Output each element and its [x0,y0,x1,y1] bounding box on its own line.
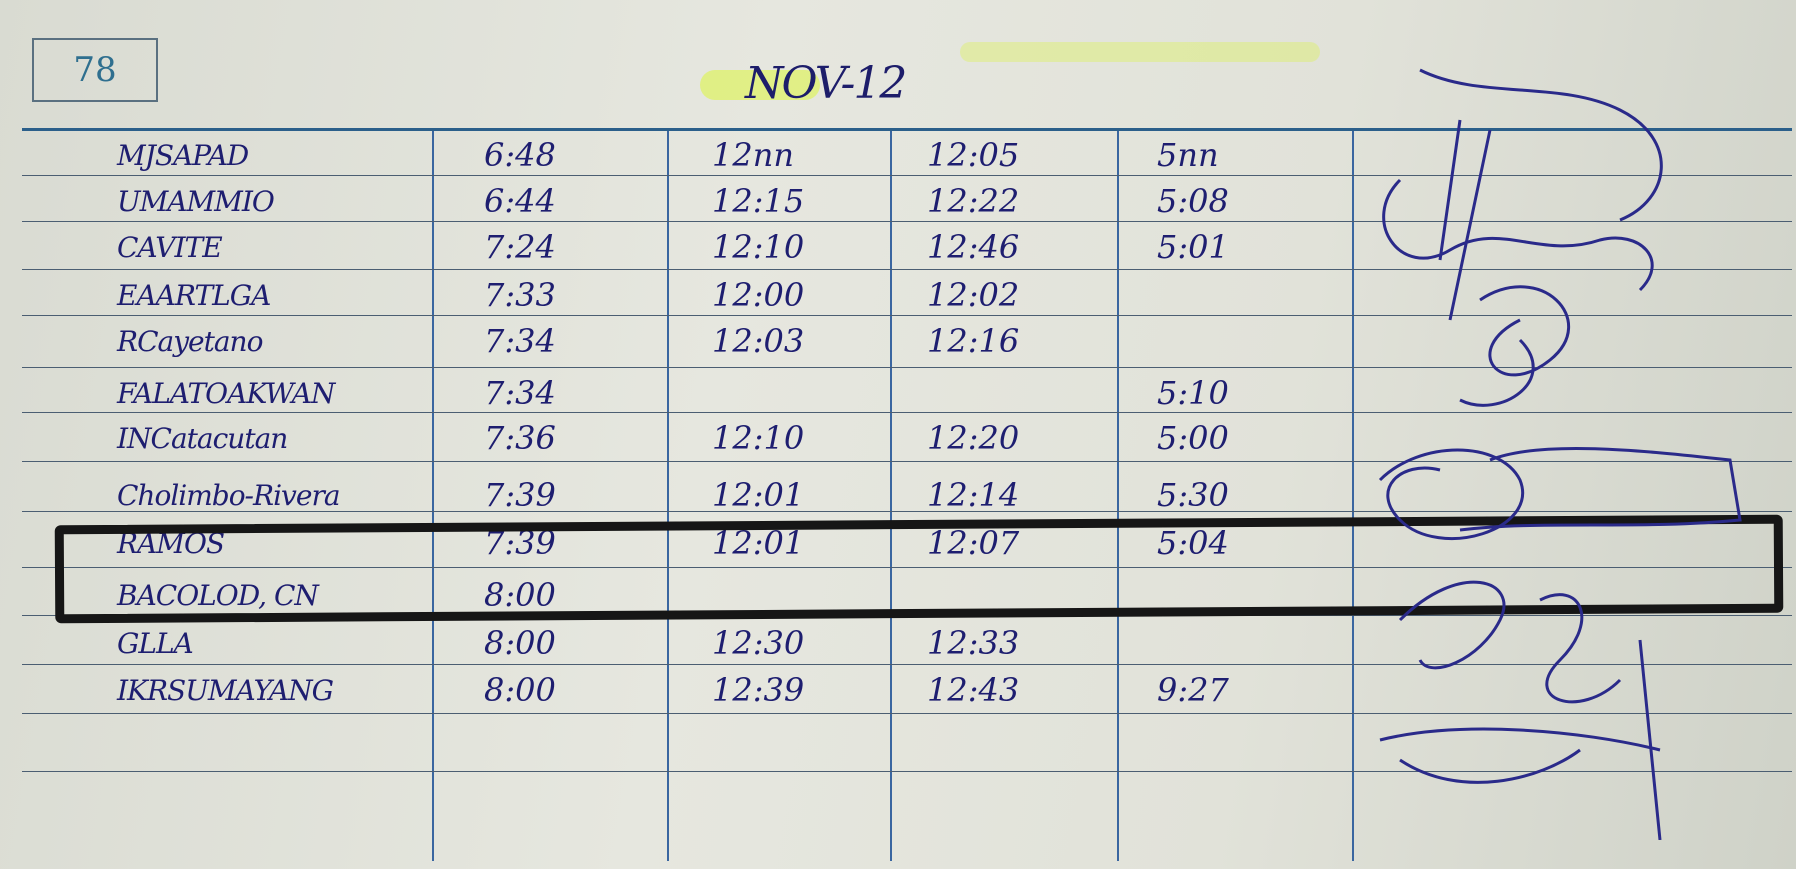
table-row: RCayetano 7:34 12:03 12:16 [22,317,1402,365]
signature-scribbles [1378,68,1742,840]
highlighter-mark [700,70,820,100]
ruled-line [22,175,1792,176]
table-row: FALATOAKWAN 7:34 5:10 [22,369,1402,417]
employee-name: GLLA [117,626,194,660]
ruled-line [22,567,1792,568]
time-entry-in-pm: 12:14 [927,476,1020,514]
time-entry-in-am: 8:00 [484,576,556,614]
time-entry-in-am: 7:24 [484,228,556,266]
column-divider [890,131,892,861]
time-entry-in-am: 7:39 [484,476,556,514]
time-entry-out-am: 12:01 [712,524,805,562]
time-entry-out-am: 12:01 [712,476,805,514]
column-divider [432,131,434,861]
time-entry-out-am: 12:03 [712,322,805,360]
employee-name: INCatacutan [117,421,288,455]
table-row: EAARTLGA 7:33 12:00 12:02 [22,271,1402,319]
employee-name: CAVITE [117,230,223,264]
time-entry-out-pm: 5:04 [1157,524,1229,562]
time-entry-out-am: 12:00 [712,276,805,314]
page-number: 78 [32,38,158,102]
highlighter-mark [960,42,1320,62]
table-row: MJSAPAD 6:48 12nn 12:05 5nn [22,131,1402,179]
time-entry-out-am: 12:15 [712,182,805,220]
time-entry-in-am: 8:00 [484,671,556,709]
table-row: Cholimbo-Rivera 7:39 12:01 12:14 5:30 [22,471,1402,519]
time-entry-out-am: 12:39 [712,671,805,709]
time-entry-out-pm: 5:00 [1157,419,1229,457]
time-entry-in-pm: 12:02 [927,276,1020,314]
table-row: BACOLOD, CN 8:00 [22,571,1402,619]
ruled-line [22,367,1792,368]
time-entry-in-pm: 12:07 [927,524,1020,562]
table-row: INCatacutan 7:36 12:10 12:20 5:00 [22,414,1402,462]
time-entry-out-pm: 9:27 [1157,671,1229,709]
time-entry-out-pm: 5:10 [1157,374,1229,412]
time-entry-out-pm: 5:30 [1157,476,1229,514]
ruled-line [22,615,1792,616]
ruled-line [22,771,1792,772]
time-entry-in-am: 7:36 [484,419,556,457]
employee-name: FALATOAKWAN [117,376,335,410]
column-divider [1117,131,1119,861]
table-row: UMAMMIO 6:44 12:15 12:22 5:08 [22,177,1402,225]
time-entry-in-pm: 12:46 [927,228,1020,266]
time-entry-in-am: 7:39 [484,524,556,562]
time-entry-out-pm: 5:08 [1157,182,1229,220]
table-row: RAMOS 7:39 12:01 12:07 5:04 [22,519,1402,567]
time-entry-out-pm: 5nn [1157,136,1219,174]
time-entry-in-am: 7:34 [484,322,556,360]
time-entry-out-am: 12:10 [712,419,805,457]
employee-name: Cholimbo-Rivera [117,478,341,512]
ruled-line [22,315,1792,316]
time-entry-in-am: 6:44 [484,182,556,220]
employee-name: UMAMMIO [117,184,275,218]
time-entry-out-pm: 5:01 [1157,228,1229,266]
time-entry-in-pm: 12:43 [927,671,1020,709]
table-row: GLLA 8:00 12:30 12:33 [22,619,1402,667]
time-entry-in-pm: 12:16 [927,322,1020,360]
time-entry-in-pm: 12:22 [927,182,1020,220]
employee-name: EAARTLGA [117,278,271,312]
column-divider [667,131,669,861]
time-entry-out-am: 12:10 [712,228,805,266]
time-entry-in-pm: 12:20 [927,419,1020,457]
ruled-line [22,412,1792,413]
employee-name: IKRSUMAYANG [117,673,334,707]
employee-name: RAMOS [117,526,225,560]
log-date: NOV-12 [745,58,907,109]
ruled-line [22,713,1792,714]
employee-name: BACOLOD, CN [117,578,319,612]
time-entry-out-am: 12nn [712,136,794,174]
ruled-line [22,269,1792,270]
employee-name: RCayetano [117,324,263,358]
table-row: CAVITE 7:24 12:10 12:46 5:01 [22,223,1402,271]
ruled-line [22,664,1792,665]
time-entry-in-am: 6:48 [484,136,556,174]
ruled-line [22,221,1792,222]
time-entry-in-am: 7:33 [484,276,556,314]
time-entry-in-am: 7:34 [484,374,556,412]
employee-name: MJSAPAD [117,138,249,172]
time-entry-in-am: 8:00 [484,624,556,662]
time-entry-in-pm: 12:05 [927,136,1020,174]
ruled-line [22,461,1792,462]
ruled-line [22,511,1792,512]
time-entry-in-pm: 12:33 [927,624,1020,662]
attendance-table: MJSAPAD 6:48 12nn 12:05 5nn UMAMMIO 6:44 12:15 1… [22,128,1792,861]
time-entry-out-am: 12:30 [712,624,805,662]
column-divider [1352,131,1354,861]
table-row: IKRSUMAYANG 8:00 12:39 12:43 9:27 [22,666,1402,714]
